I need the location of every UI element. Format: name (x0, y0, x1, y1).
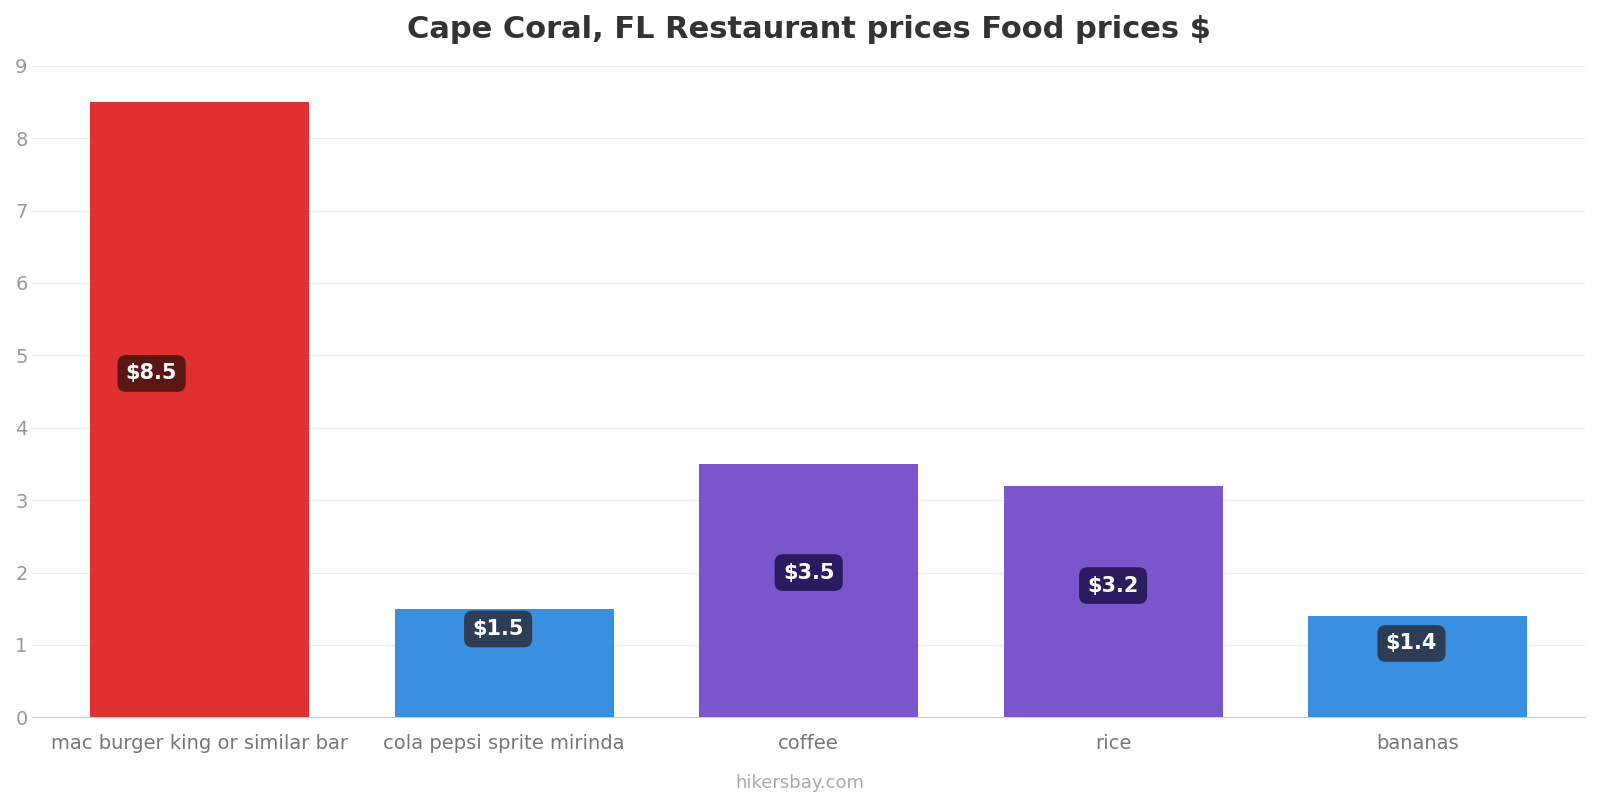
Text: $1.5: $1.5 (472, 619, 523, 639)
Text: $3.5: $3.5 (782, 562, 835, 582)
Bar (1003, 486, 1222, 718)
Title: Cape Coral, FL Restaurant prices Food prices $: Cape Coral, FL Restaurant prices Food pr… (406, 15, 1211, 44)
Bar (1307, 616, 1526, 718)
Bar (395, 609, 614, 718)
Bar (699, 464, 918, 718)
Text: $8.5: $8.5 (126, 363, 178, 383)
Text: $3.2: $3.2 (1088, 575, 1139, 595)
Text: $1.4: $1.4 (1386, 634, 1437, 654)
Text: hikersbay.com: hikersbay.com (736, 774, 864, 792)
Bar (90, 102, 309, 718)
